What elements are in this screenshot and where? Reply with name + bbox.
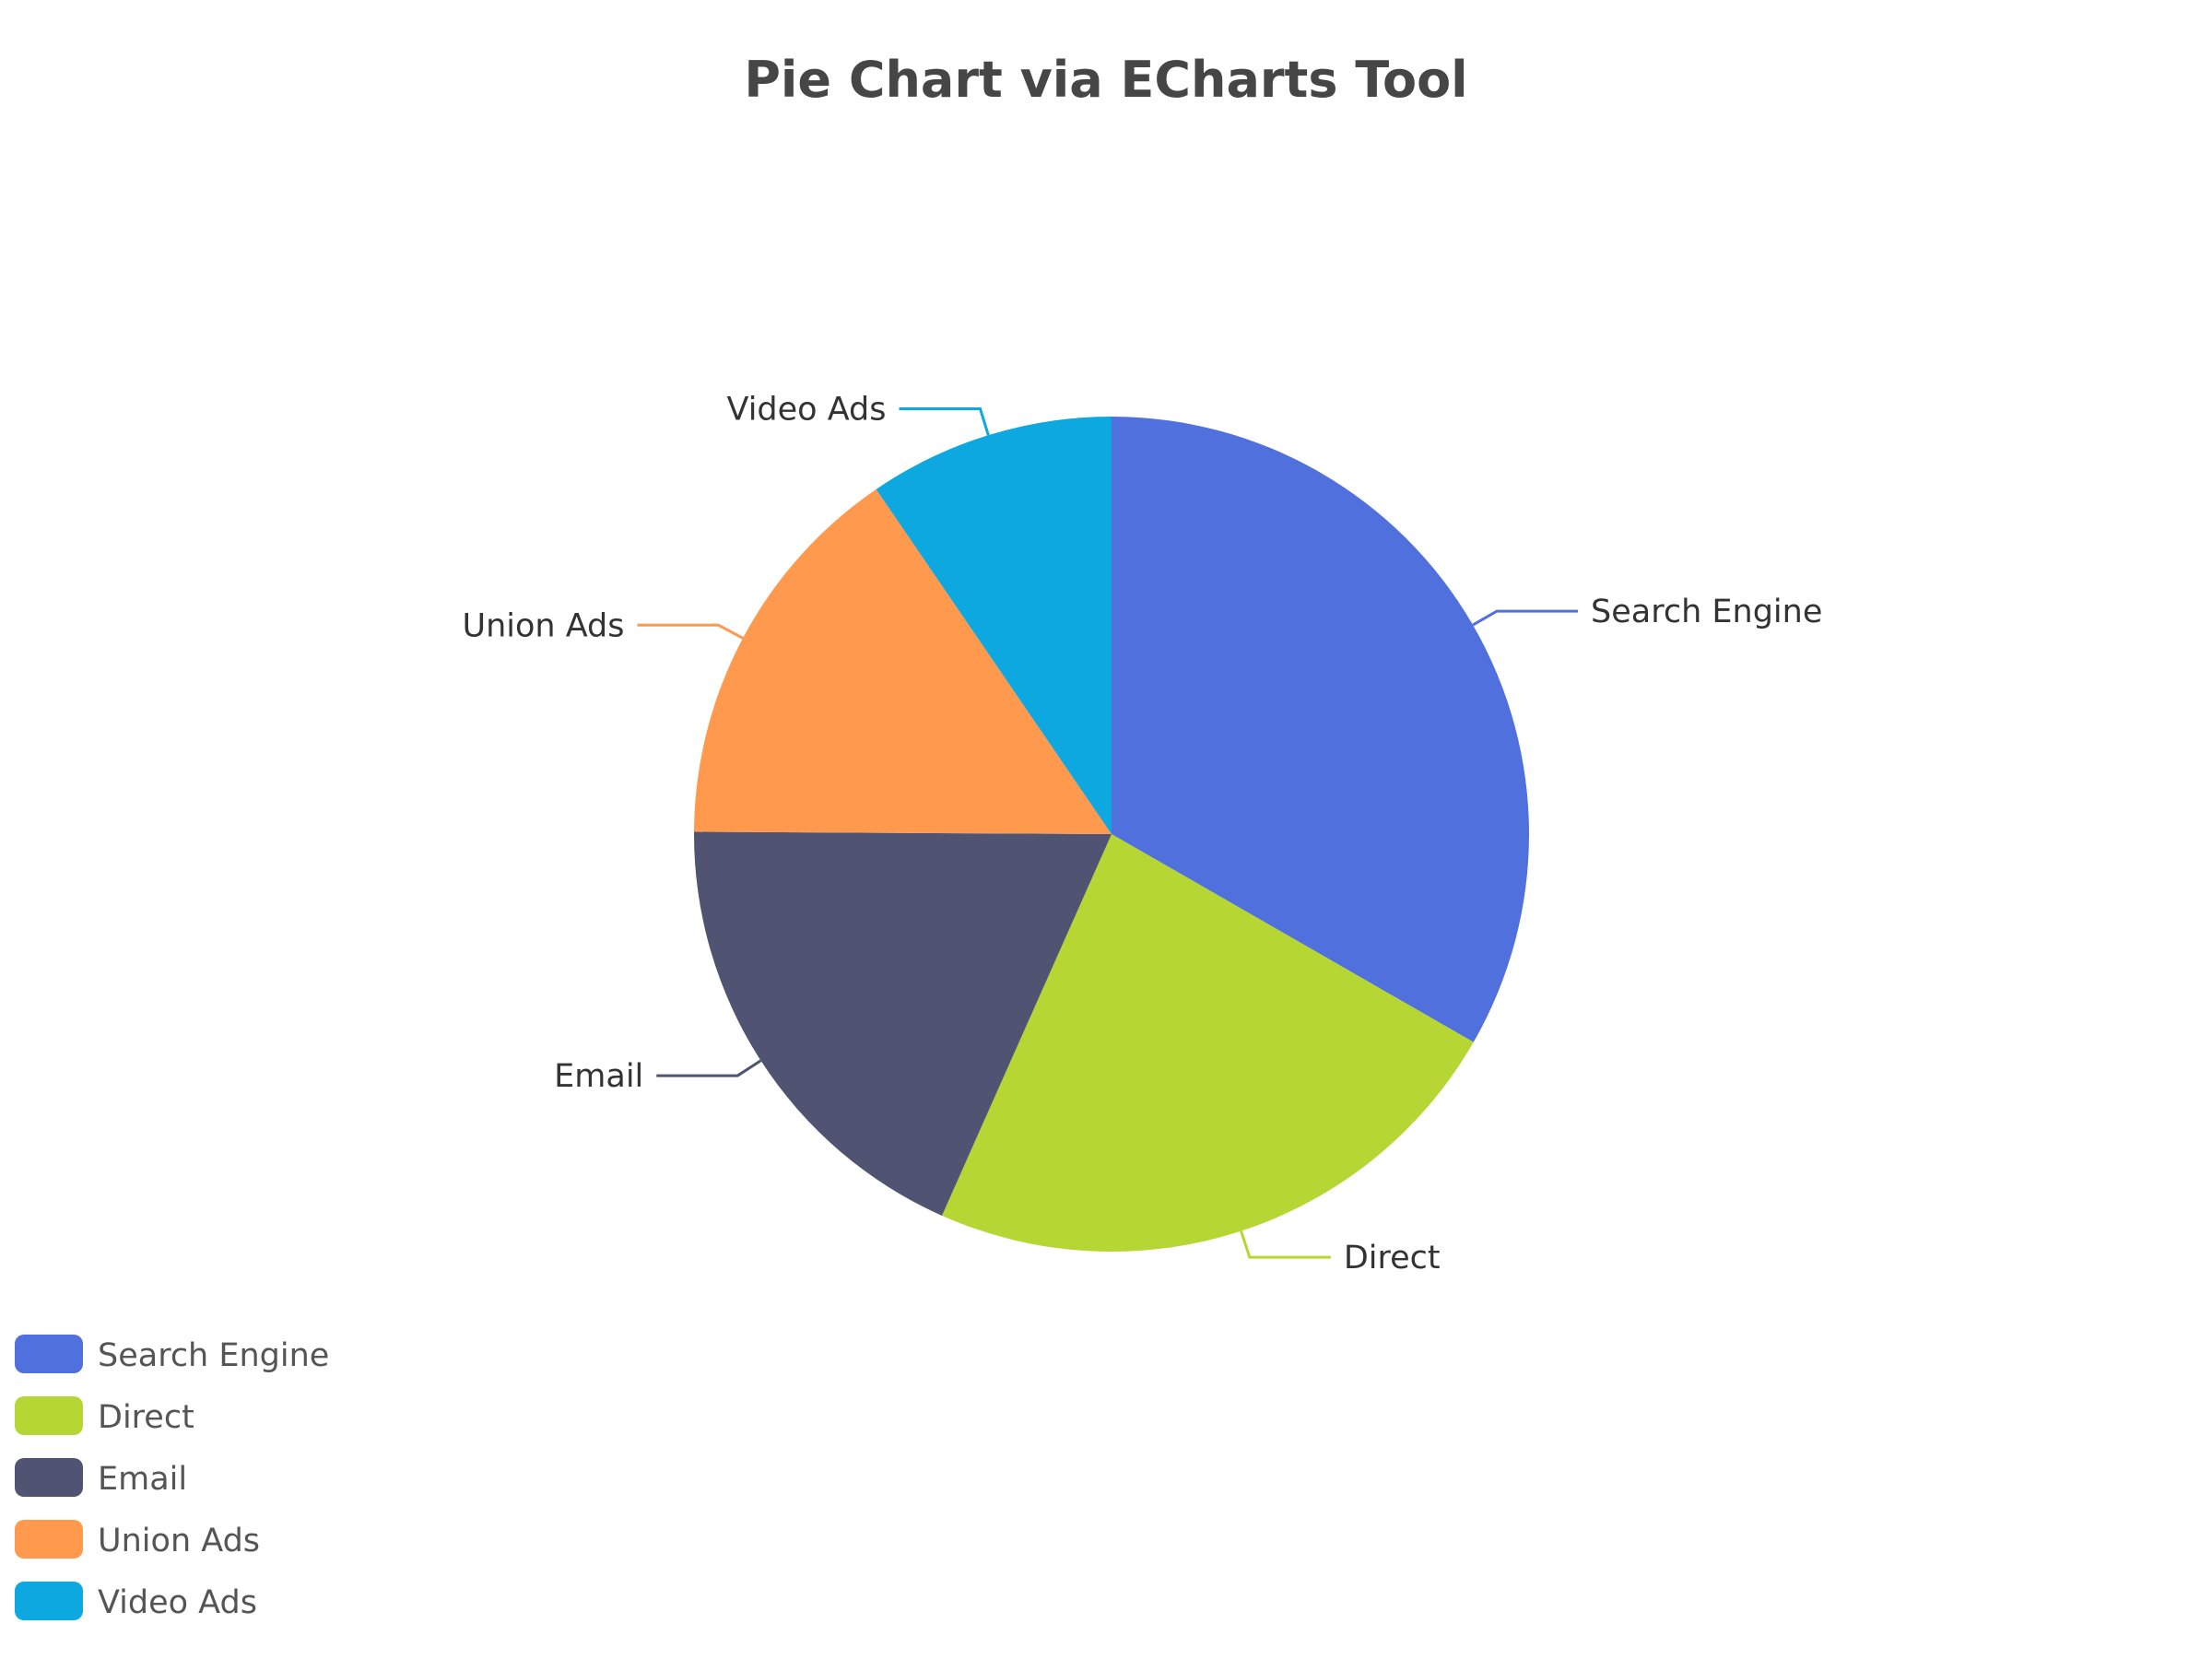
legend-label-union-ads: Union Ads xyxy=(98,1523,260,1559)
pie-slice-email[interactable] xyxy=(694,831,1112,1216)
legend-item-video-ads[interactable]: Video Ads xyxy=(15,1582,257,1621)
legend-swatch-direct xyxy=(15,1396,83,1435)
label-leader-lines xyxy=(637,406,1579,1259)
pie-slices xyxy=(694,417,1530,1253)
legend-label-search-engine: Search Engine xyxy=(98,1337,329,1374)
legend-label-video-ads: Video Ads xyxy=(98,1584,257,1621)
legend-item-email[interactable]: Email xyxy=(15,1458,187,1498)
legend-swatch-search-engine xyxy=(15,1335,83,1373)
legend-item-union-ads[interactable]: Union Ads xyxy=(15,1520,260,1559)
pie-slice-video-ads[interactable] xyxy=(876,417,1112,834)
legend-item-direct[interactable]: Direct xyxy=(15,1396,194,1436)
legend-label-direct: Direct xyxy=(98,1399,194,1436)
legend-swatch-video-ads xyxy=(15,1582,83,1620)
pie-slice-search-engine[interactable] xyxy=(1112,417,1530,1042)
slice-label-union-ads: Union Ads xyxy=(462,607,624,644)
leader-line-direct xyxy=(1240,1230,1331,1259)
pie-slice-direct[interactable] xyxy=(941,834,1474,1253)
slice-label-direct: Direct xyxy=(1344,1240,1441,1277)
chart-title: Pie Chart via ECharts Tool xyxy=(744,51,1467,109)
slice-labels: Search Engine Direct Email Union Ads Video A… xyxy=(462,391,1822,1277)
leader-line-email xyxy=(656,1059,762,1077)
legend-item-search-engine[interactable]: Search Engine xyxy=(15,1335,329,1374)
slice-label-video-ads: Video Ads xyxy=(727,391,887,428)
leader-line-search-engine xyxy=(1472,609,1579,627)
legend-label-email: Email xyxy=(98,1461,187,1498)
legend: Search Engine Direct Email Union Ads Video A… xyxy=(15,1335,329,1621)
legend-swatch-email xyxy=(15,1458,83,1497)
leader-line-union-ads xyxy=(637,623,744,640)
slice-label-email: Email xyxy=(554,1058,643,1095)
legend-swatch-union-ads xyxy=(15,1520,83,1559)
pie-slice-union-ads[interactable] xyxy=(694,488,1112,834)
slice-label-search-engine: Search Engine xyxy=(1591,594,1822,630)
leader-line-video-ads xyxy=(899,406,990,436)
